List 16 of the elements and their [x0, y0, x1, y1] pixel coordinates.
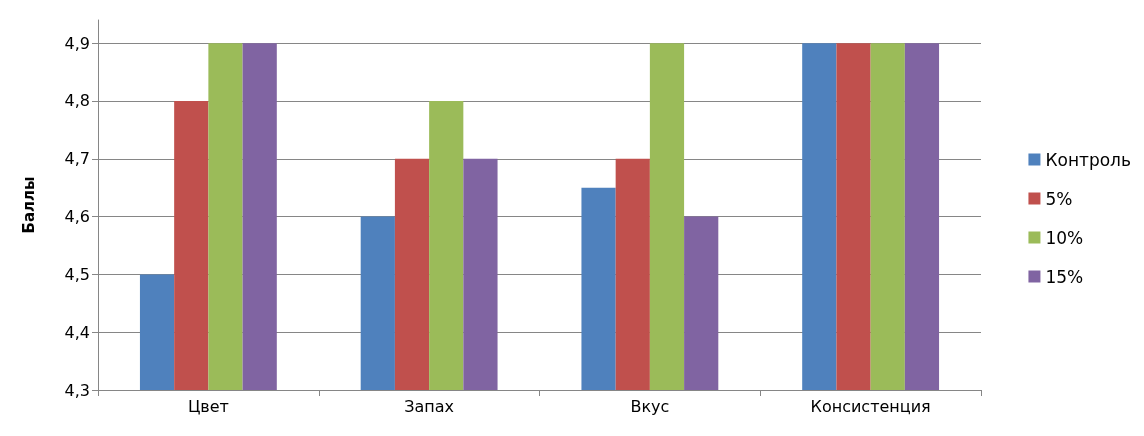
x-tick-label: Запах [404, 396, 455, 416]
y-tick-label: 4,6 [64, 207, 90, 227]
y-tick-label: 4,8 [64, 91, 90, 111]
x-tick-label: Вкус [630, 396, 670, 416]
x-tick-label: Цвет [187, 396, 229, 416]
y-tick-label: 4,4 [64, 322, 90, 342]
y-axis-title: Баллы [19, 176, 38, 234]
legend-label: 5% [1045, 188, 1073, 209]
y-tick-label: 4,5 [64, 264, 90, 284]
legend-label: 10% [1045, 227, 1084, 248]
legend-label: 15% [1045, 266, 1084, 287]
x-tick-label: Консистенция [810, 396, 931, 416]
y-tick-label: 4,9 [64, 33, 90, 53]
y-tick-label: 4,7 [64, 149, 90, 169]
y-tick-label: 4,3 [64, 380, 90, 400]
legend-label: Контроль [1045, 149, 1132, 170]
